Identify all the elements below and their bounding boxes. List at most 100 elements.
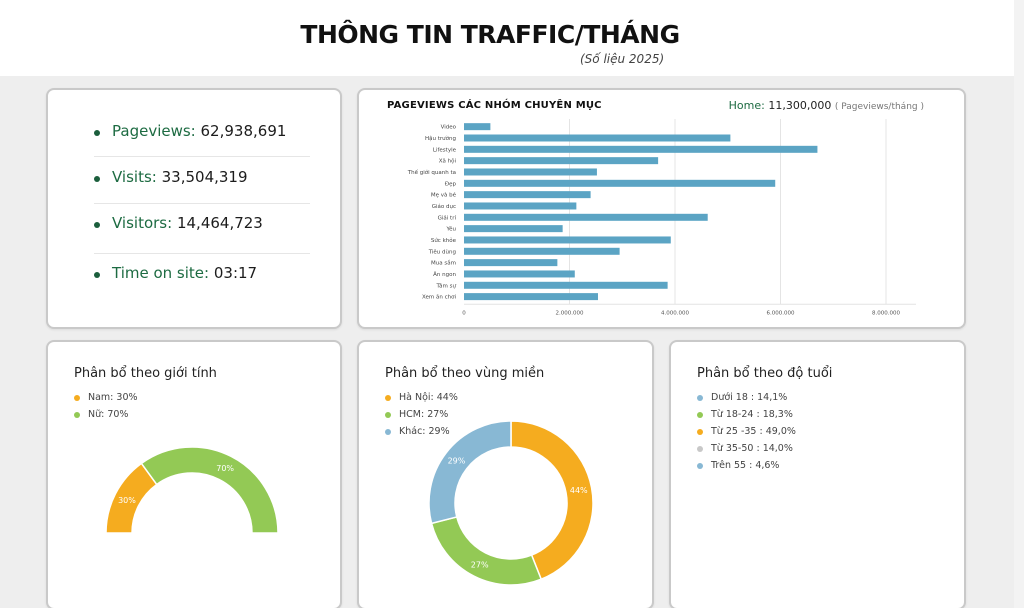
legend-label: Khác: 29% xyxy=(399,426,450,437)
bar xyxy=(464,259,558,267)
kpi-card: Pageviews: 62,938,691 Visits: 33,504,319… xyxy=(46,88,342,329)
x-tick-label: 4.000.000 xyxy=(661,310,689,316)
home-pageviews: Home: 11,300,000 ( Pageviews/tháng ) xyxy=(729,99,924,112)
kpi-label: Visitors: xyxy=(112,214,173,232)
legend-item: Trên 55 : 4,6% xyxy=(697,460,796,477)
slice xyxy=(428,420,512,525)
kpi-value: 14,464,723 xyxy=(176,214,263,232)
kpi-time-on-site: Time on site: 03:17 xyxy=(48,254,310,302)
legend-dot-icon xyxy=(697,395,703,401)
x-tick-label: 2.000.000 xyxy=(556,310,584,316)
home-value: 11,300,000 xyxy=(768,99,832,112)
bar xyxy=(464,225,563,233)
legend-item: HCM: 27% xyxy=(385,409,458,426)
category-label: Đẹp xyxy=(445,181,457,187)
right-edge-strip xyxy=(1014,0,1024,608)
bar xyxy=(464,236,671,244)
home-unit: ( Pageviews/tháng ) xyxy=(834,102,924,112)
bar xyxy=(464,123,491,131)
x-tick-label: 6.000.000 xyxy=(767,310,795,316)
legend-item: Từ 18-24 : 18,3% xyxy=(697,409,796,426)
bar xyxy=(464,157,659,165)
category-label: Ăn ngon xyxy=(433,271,456,278)
category-label: Video xyxy=(441,125,457,131)
legend-dot-icon xyxy=(697,463,703,469)
category-label: Lifestyle xyxy=(433,147,457,153)
home-label: Home: xyxy=(728,99,765,112)
bullet-icon xyxy=(94,272,100,278)
slice-label: 44% xyxy=(570,486,588,495)
divider xyxy=(94,253,310,254)
gender-legend: Nam: 30% Nữ: 70% xyxy=(74,392,138,426)
legend-dot-icon xyxy=(74,412,80,418)
pageviews-bar-card: PAGEVIEWS CÁC NHÓM CHUYÊN MỤC Home: 11,3… xyxy=(357,88,966,329)
bar-chart: 0 2.000.000 4.000.000 6.000.000 8.000.000 Vid… xyxy=(407,119,916,316)
legend-dot-icon xyxy=(385,395,391,401)
age-legend: Dưới 18 : 14,1% Từ 18-24 : 18,3% Từ 25 -35… xyxy=(697,392,796,477)
category-label: Mua sắm xyxy=(431,260,456,267)
slice-label: 30% xyxy=(118,496,136,505)
gender-chart-title: Phân bổ theo giới tính xyxy=(74,366,217,381)
region-donut-chart: 44% 27% 29% xyxy=(428,420,594,586)
x-tick-label: 8.000.000 xyxy=(872,310,900,316)
kpi-pageviews: Pageviews: 62,938,691 xyxy=(48,112,310,160)
kpi-value: 03:17 xyxy=(213,264,258,282)
slice xyxy=(140,446,279,534)
legend-label: Nữ: 70% xyxy=(88,409,129,420)
age-card: Phân bổ theo độ tuổi Dưới 18 : 14,1% Từ 1… xyxy=(669,340,966,608)
region-legend: Hà Nội: 44% HCM: 27% Khác: 29% xyxy=(385,392,458,443)
legend-dot-icon xyxy=(385,412,391,418)
category-label: Hậu trường xyxy=(425,135,456,142)
bar xyxy=(464,293,598,301)
category-label: Xã hội xyxy=(439,158,457,165)
gender-card: Phân bổ theo giới tính Nam: 30% Nữ: 70% 3… xyxy=(46,340,342,608)
bullet-icon xyxy=(94,222,100,228)
category-label: Sức khỏe xyxy=(431,237,457,244)
legend-item: Khác: 29% xyxy=(385,426,458,443)
legend-item: Nữ: 70% xyxy=(74,409,138,426)
kpi-value: 62,938,691 xyxy=(200,122,287,140)
bar xyxy=(464,168,597,176)
legend-label: Từ 35-50 : 14,0% xyxy=(711,443,793,454)
category-label: Tâm sự xyxy=(435,282,456,289)
bar xyxy=(464,179,776,187)
legend-dot-icon xyxy=(74,395,80,401)
page-subtitle: (Số liệu 2025) xyxy=(580,52,665,66)
category-label: Xem ăn chơi xyxy=(422,295,456,301)
category-label: Giải trí xyxy=(438,214,457,221)
category-label: Tiêu dùng xyxy=(428,248,456,255)
kpi-visitors: Visitors: 14,464,723 xyxy=(48,204,310,252)
divider xyxy=(94,156,310,157)
legend-label: HCM: 27% xyxy=(399,409,449,420)
legend-dot-icon xyxy=(697,412,703,418)
legend-dot-icon xyxy=(697,446,703,452)
region-chart-title: Phân bổ theo vùng miền xyxy=(385,366,545,381)
legend-label: Trên 55 : 4,6% xyxy=(711,460,780,471)
slice-label: 27% xyxy=(471,560,489,569)
kpi-label: Pageviews: xyxy=(112,122,196,140)
bar xyxy=(464,191,591,199)
category-label: Giáo dục xyxy=(432,203,456,210)
slice xyxy=(510,420,594,581)
legend-item: Từ 25 -35 : 49,0% xyxy=(697,426,796,443)
x-tick-label: 0 xyxy=(462,310,466,316)
bar xyxy=(464,213,708,221)
bar xyxy=(464,134,731,142)
slice-label: 70% xyxy=(216,464,234,473)
divider xyxy=(94,203,310,204)
kpi-label: Visits: xyxy=(112,168,157,186)
kpi-label: Time on site: xyxy=(112,264,210,282)
bar-chart-title: PAGEVIEWS CÁC NHÓM CHUYÊN MỤC xyxy=(387,100,602,111)
slice xyxy=(430,516,543,586)
region-card: Phân bổ theo vùng miền Hà Nội: 44% HCM: 2… xyxy=(357,340,654,608)
legend-label: Dưới 18 : 14,1% xyxy=(711,392,788,403)
legend-label: Hà Nội: 44% xyxy=(399,392,458,403)
bar xyxy=(464,270,575,278)
legend-label: Nam: 30% xyxy=(88,392,138,403)
legend-item: Dưới 18 : 14,1% xyxy=(697,392,796,409)
category-label: Mẹ và bé xyxy=(431,192,457,199)
bullet-icon xyxy=(94,130,100,136)
bar xyxy=(464,281,668,289)
page-title: THÔNG TIN TRAFFIC/THÁNG xyxy=(300,20,680,49)
bullet-icon xyxy=(94,176,100,182)
